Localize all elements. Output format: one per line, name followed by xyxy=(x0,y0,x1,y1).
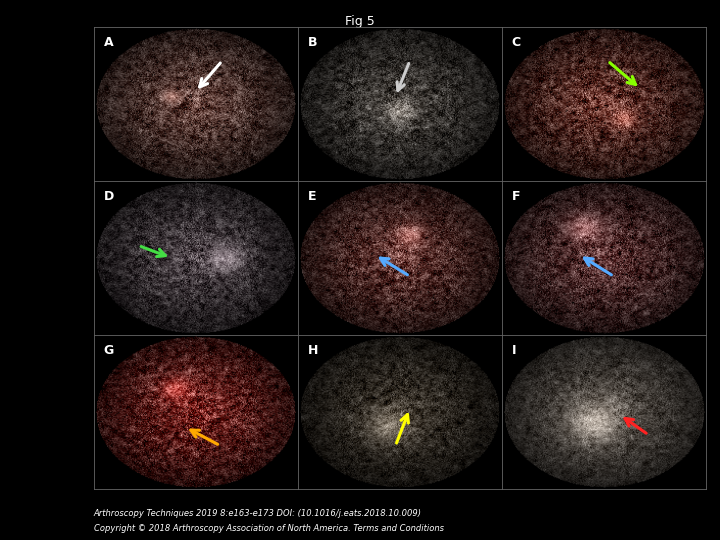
Text: B: B xyxy=(308,36,318,49)
Text: C: C xyxy=(512,36,521,49)
Text: G: G xyxy=(104,344,114,357)
Text: D: D xyxy=(104,190,114,203)
Text: I: I xyxy=(512,344,516,357)
Text: Copyright © 2018 Arthroscopy Association of North America. Terms and Conditions: Copyright © 2018 Arthroscopy Association… xyxy=(94,524,444,533)
Text: H: H xyxy=(308,344,318,357)
Text: F: F xyxy=(512,190,521,203)
Text: Arthroscopy Techniques 2019 8:e163-e173 DOI: (10.1016/j.eats.2018.10.009): Arthroscopy Techniques 2019 8:e163-e173 … xyxy=(94,509,422,518)
Text: E: E xyxy=(308,190,316,203)
Text: Fig 5: Fig 5 xyxy=(345,15,375,28)
Text: A: A xyxy=(104,36,114,49)
